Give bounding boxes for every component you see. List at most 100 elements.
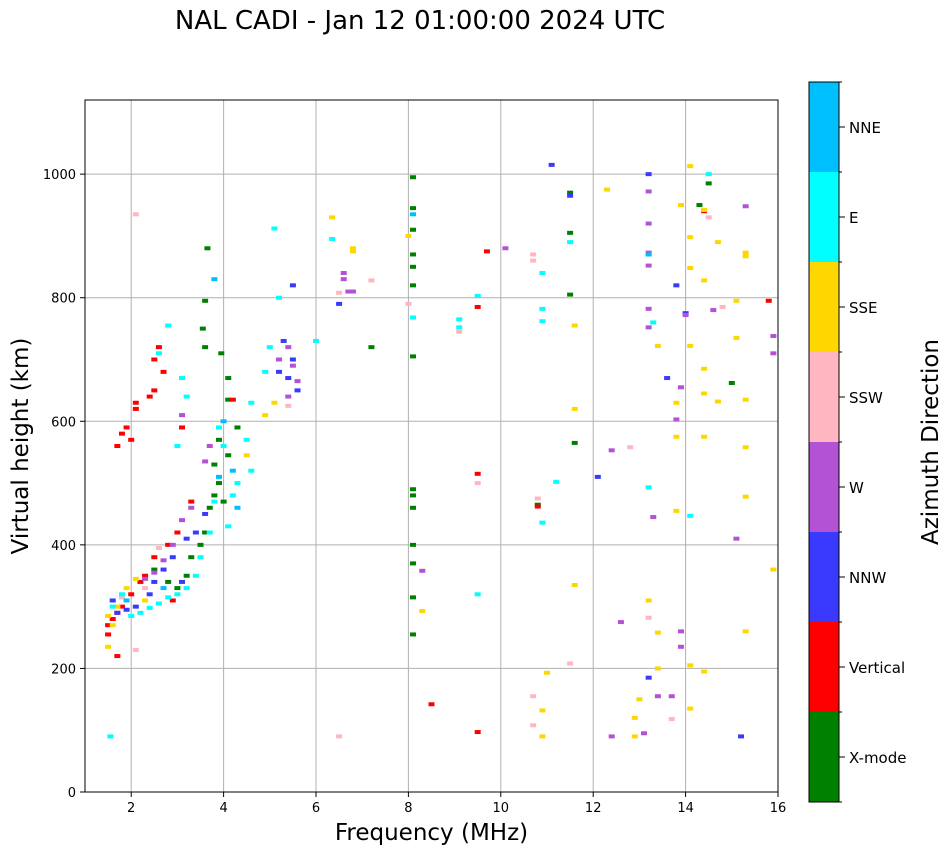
point-w [608,448,615,453]
point-nnw [285,376,292,381]
point-w [733,536,740,541]
point-sse [539,734,546,739]
point-x-mode [410,283,417,288]
point-vertical [474,304,481,309]
point-x-mode [220,499,227,504]
point-x-mode [567,230,574,235]
colorbar-tick-label: NNE [849,119,881,137]
colorbar-swatch-sse [809,262,839,352]
x-axis: 2 4 6 8 10 12 14 16 [127,792,786,816]
point-vertical [160,369,167,374]
point-e [650,320,657,325]
point-e [539,271,546,275]
point-x-mode [410,206,417,211]
point-sse [701,669,708,674]
x-tick-label: 4 [219,801,227,816]
point-e [539,520,546,525]
point-vertical [165,542,172,547]
point-x-mode [705,181,712,186]
point-vertical [474,730,481,735]
point-ssw [336,290,343,295]
point-w [206,444,213,448]
point-x-mode [202,298,209,303]
point-ssw [530,694,537,699]
point-e [174,444,181,448]
point-vertical [151,357,158,362]
point-w [645,306,652,311]
point-x-mode [410,561,417,566]
point-w [160,558,167,563]
point-nnw [738,734,745,739]
point-x-mode [215,481,222,486]
point-vertical [132,400,139,405]
point-vertical [123,425,130,430]
point-w [682,313,689,318]
point-ssw [405,301,412,306]
y-axis-label: Virtual height (km) [8,338,34,555]
point-x-mode [202,345,209,350]
point-w [677,629,684,634]
point-sse [114,604,121,609]
point-e [329,237,336,242]
point-sse [243,453,250,458]
colorbar-swatch-ssw [809,352,839,442]
point-sse [714,399,721,404]
point-e [539,319,546,324]
point-sse [673,434,680,439]
point-e [165,595,172,600]
point-sse [687,663,694,668]
point-vertical [534,504,541,509]
point-e [553,479,560,484]
point-w [179,518,186,523]
point-x-mode [567,190,574,195]
point-ssw [155,545,162,550]
point-sse [419,608,426,613]
point-e [687,513,694,518]
point-sse [733,298,740,303]
point-nne [215,474,222,479]
point-nnw [183,536,190,541]
colorbar-swatch-nne [809,82,839,172]
point-e [276,295,283,300]
point-w [742,204,749,209]
colorbar-tick-label: E [849,209,858,227]
point-x-mode [696,203,703,208]
point-sse [571,583,578,588]
point-e [243,437,250,442]
point-vertical [109,617,116,621]
point-vertical [188,499,195,504]
point-e [197,555,204,560]
point-w [710,308,717,313]
plot-frame [84,99,779,793]
colorbar: X-mode Vertical NNW W SSW SSE E NNE [808,81,906,803]
point-x-mode [728,380,735,385]
point-sse [701,391,708,396]
point-nnw [548,162,555,167]
point-vertical [229,397,236,402]
point-sse [349,246,356,251]
point-ssw [719,304,726,309]
point-sse [329,215,336,220]
point-e [107,734,114,739]
point-sse [571,323,578,328]
point-e [118,592,125,597]
point-nnw [280,338,287,343]
point-nne [123,598,130,603]
point-w [419,568,426,573]
point-ssw [668,717,675,722]
point-w [169,542,176,547]
point-nnw [276,369,283,374]
point-e [155,601,162,606]
point-ssw [645,615,652,620]
point-vertical [474,471,481,476]
colorbar-tick-label: W [849,479,864,497]
point-w [608,734,615,739]
point-sse [742,494,749,499]
point-sse [142,598,149,603]
point-vertical [155,345,162,350]
point-sse [687,235,694,240]
point-e [215,425,222,430]
point-sse [645,598,652,603]
point-e [174,592,181,597]
point-x-mode [215,437,222,442]
